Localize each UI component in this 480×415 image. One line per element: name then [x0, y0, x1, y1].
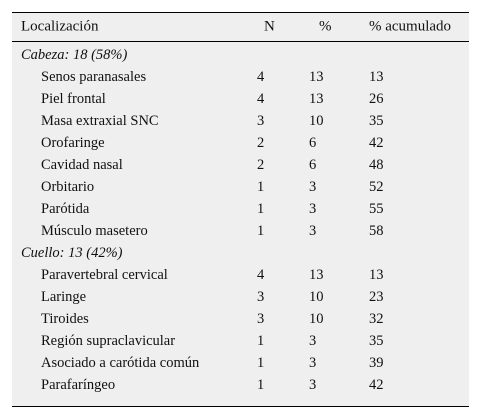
acumulado-cell: 32: [369, 310, 384, 327]
table-header-row: Localización N % % acumulado: [12, 13, 469, 42]
n-cell: 1: [257, 178, 265, 195]
n-cell: 1: [257, 222, 265, 239]
percent-cell: 13: [309, 68, 324, 85]
acumulado-cell: 35: [369, 332, 384, 349]
n-cell: 4: [257, 266, 265, 283]
acumulado-cell: 48: [369, 156, 384, 173]
percent-cell: 10: [309, 112, 324, 129]
n-cell: 1: [257, 376, 265, 393]
location-cell: Paravertebral cervical: [41, 266, 168, 283]
percent-cell: 3: [309, 354, 317, 371]
table-row: Masa extraxial SNC 3 10 35: [12, 110, 469, 132]
group-label: Cuello: 13 (42%): [21, 244, 123, 261]
location-cell: Músculo masetero: [41, 222, 148, 239]
table-row: Región supraclavicular 1 3 35: [12, 330, 469, 352]
n-cell: 1: [257, 354, 265, 371]
percent-cell: 3: [309, 178, 317, 195]
table-row: Parótida 1 3 55: [12, 198, 469, 220]
percent-cell: 3: [309, 332, 317, 349]
table-row: Senos paranasales 4 13 13: [12, 66, 469, 88]
location-cell: Tiroides: [41, 310, 89, 327]
group-row: Cuello: 13 (42%): [12, 242, 469, 264]
percent-cell: 6: [309, 156, 317, 173]
location-cell: Región supraclavicular: [41, 332, 176, 349]
table-row: Orofaringe 2 6 42: [12, 132, 469, 154]
table-row: Asociado a carótida común 1 3 39: [12, 352, 469, 374]
table-row: Músculo masetero 1 3 58: [12, 220, 469, 242]
acumulado-cell: 52: [369, 178, 384, 195]
acumulado-cell: 13: [369, 266, 384, 283]
table-row: Parafaríngeo 1 3 42: [12, 374, 469, 396]
percent-cell: 3: [309, 222, 317, 239]
n-cell: 2: [257, 156, 265, 173]
table-row: Tiroides 3 10 32: [12, 308, 469, 330]
acumulado-cell: 13: [369, 68, 384, 85]
header-n: N: [264, 18, 275, 35]
location-cell: Senos paranasales: [41, 68, 147, 85]
header-percent-acumulado: % acumulado: [369, 18, 452, 35]
location-cell: Parótida: [41, 200, 90, 217]
location-cell: Orbitario: [41, 178, 95, 195]
localization-table: Localización N % % acumulado Cabeza: 18 …: [12, 12, 469, 407]
header-localizacion: Localización: [21, 18, 99, 35]
table-row: Piel frontal 4 13 26: [12, 88, 469, 110]
table-row: Paravertebral cervical 4 13 13: [12, 264, 469, 286]
table-body: Cabeza: 18 (58%) Senos paranasales 4 13 13 Pi…: [12, 42, 469, 396]
acumulado-cell: 23: [369, 288, 384, 305]
location-cell: Asociado a carótida común: [41, 354, 200, 371]
percent-cell: 6: [309, 134, 317, 151]
location-cell: Masa extraxial SNC: [41, 112, 159, 129]
acumulado-cell: 55: [369, 200, 384, 217]
percent-cell: 3: [309, 200, 317, 217]
acumulado-cell: 26: [369, 90, 384, 107]
n-cell: 1: [257, 200, 265, 217]
percent-cell: 13: [309, 90, 324, 107]
acumulado-cell: 58: [369, 222, 384, 239]
acumulado-cell: 42: [369, 376, 384, 393]
n-cell: 4: [257, 68, 265, 85]
table-row: Orbitario 1 3 52: [12, 176, 469, 198]
acumulado-cell: 39: [369, 354, 384, 371]
n-cell: 3: [257, 288, 265, 305]
percent-cell: 10: [309, 288, 324, 305]
n-cell: 1: [257, 332, 265, 349]
percent-cell: 10: [309, 310, 324, 327]
group-row: Cabeza: 18 (58%): [12, 44, 469, 66]
location-cell: Cavidad nasal: [41, 156, 123, 173]
n-cell: 2: [257, 134, 265, 151]
location-cell: Parafaríngeo: [41, 376, 116, 393]
table-row: Cavidad nasal 2 6 48: [12, 154, 469, 176]
n-cell: 4: [257, 90, 265, 107]
table-row: Laringe 3 10 23: [12, 286, 469, 308]
header-percent: %: [319, 18, 332, 35]
acumulado-cell: 35: [369, 112, 384, 129]
n-cell: 3: [257, 112, 265, 129]
location-cell: Laringe: [41, 288, 87, 305]
location-cell: Piel frontal: [41, 90, 106, 107]
group-label: Cabeza: 18 (58%): [21, 46, 128, 63]
n-cell: 3: [257, 310, 265, 327]
acumulado-cell: 42: [369, 134, 384, 151]
percent-cell: 3: [309, 376, 317, 393]
percent-cell: 13: [309, 266, 324, 283]
location-cell: Orofaringe: [41, 134, 105, 151]
